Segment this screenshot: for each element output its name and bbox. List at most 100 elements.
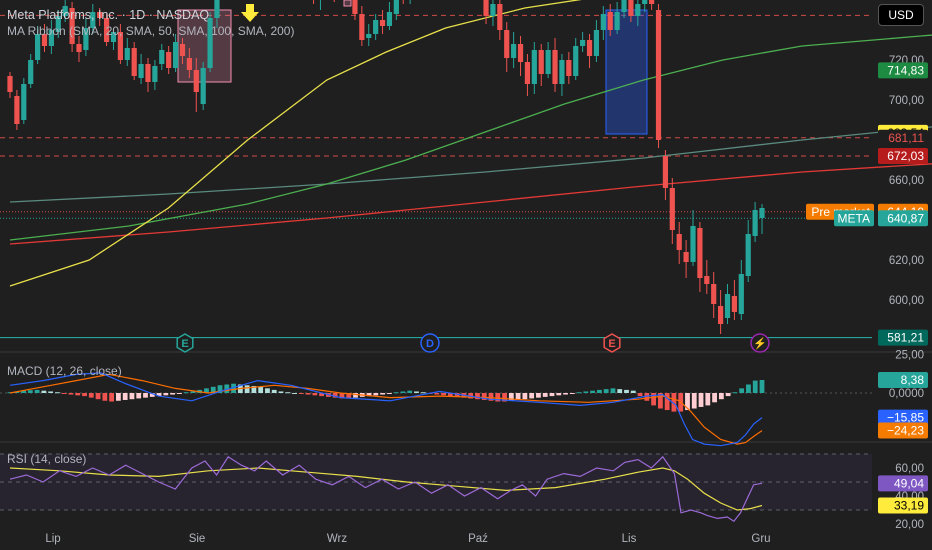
candle-body <box>676 234 682 250</box>
macd-histogram-bar <box>75 393 81 396</box>
candle-body <box>138 64 144 78</box>
macd-histogram-bar <box>265 388 270 393</box>
price-label-bg <box>878 210 928 227</box>
candle-body <box>655 10 662 140</box>
macd-histogram-bar <box>420 392 426 394</box>
macd-histogram-bar <box>346 393 352 399</box>
highlight-box <box>605 9 648 135</box>
macd-histogram-bar <box>515 393 521 400</box>
macd-histogram-bar <box>61 393 67 394</box>
macd-histogram-bar <box>597 389 602 393</box>
macd-histogram-bar <box>183 392 189 394</box>
macd-histogram-bar <box>319 393 325 397</box>
candle-body <box>159 50 165 64</box>
macd-histogram-bar <box>95 393 101 400</box>
event-label: E <box>608 338 615 350</box>
candle-body <box>359 14 365 40</box>
candle-body <box>352 0 358 14</box>
price-label-bg <box>878 62 928 79</box>
macd-histogram-bar <box>502 393 507 402</box>
price-label: 672,03 <box>887 149 924 163</box>
candle-body <box>41 34 48 46</box>
candle-body <box>593 30 600 56</box>
macd-histogram-bar <box>671 393 677 412</box>
macd-histogram-bar <box>278 391 284 393</box>
candle-body <box>497 4 503 30</box>
candle-body <box>752 210 758 236</box>
event-marker <box>420 333 440 353</box>
candle-body <box>166 52 172 68</box>
macd-legend[interactable]: MACD (12, 26, close) <box>7 364 122 378</box>
sma20-line <box>9 0 582 287</box>
rsi-legend[interactable]: RSI (14, close) <box>7 452 87 466</box>
candle-body <box>34 34 41 60</box>
macd-histogram-bar <box>170 393 175 395</box>
macd-histogram-bar <box>68 393 74 395</box>
macd-histogram-bar <box>407 390 413 393</box>
candle-body <box>573 46 579 76</box>
candle-body <box>635 4 641 16</box>
candle-body <box>607 12 613 30</box>
candle-body <box>373 20 379 34</box>
arrow-down-icon <box>241 4 259 22</box>
macd-histogram-bar <box>712 393 717 403</box>
macd-histogram-bar <box>102 393 108 401</box>
macd-histogram-bar <box>481 393 487 400</box>
currency-button[interactable]: USD <box>878 4 924 26</box>
candle-body <box>628 0 634 16</box>
rsi-value-label: 33,19 <box>894 499 924 513</box>
macd-histogram-bar <box>298 393 304 394</box>
macd-histogram-bar <box>576 392 582 394</box>
rsi-value-label-bg <box>878 497 928 514</box>
macd-histogram-bar <box>563 393 568 395</box>
price-tick-label: 600,00 <box>889 295 924 307</box>
candle-body <box>580 40 586 46</box>
symbol-title[interactable]: Meta Platforms, Inc. · 1D · NASDAQ <box>7 8 210 22</box>
candle-body <box>697 228 703 278</box>
candle-body <box>124 48 130 60</box>
macd-value-label-bg <box>878 372 928 389</box>
candle-body <box>759 208 765 218</box>
macd-histogram-bar <box>27 390 33 393</box>
candle-body <box>117 32 123 60</box>
macd-histogram-bar <box>495 393 501 402</box>
macd-histogram-bar <box>285 392 291 394</box>
macd-histogram-bar <box>603 389 609 393</box>
macd-histogram-bar <box>82 393 87 397</box>
sma100-line <box>9 126 932 203</box>
event-label: ⚡ <box>753 337 767 350</box>
candle-body <box>724 294 731 318</box>
macd-histogram-bar <box>156 393 162 397</box>
macd-histogram-bar <box>542 393 548 397</box>
macd-histogram-bar <box>644 393 650 401</box>
macd-histogram-bar <box>739 388 745 393</box>
macd-histogram-bar <box>705 393 711 406</box>
macd-histogram-bar <box>373 393 379 396</box>
macd-histogram-bar <box>143 393 148 398</box>
candle-body <box>504 30 510 58</box>
candle-body <box>511 44 517 58</box>
candle-body <box>483 0 489 16</box>
macd-histogram-bar <box>617 389 623 393</box>
side-tag-bg <box>834 210 874 227</box>
macd-histogram-bar <box>190 391 196 393</box>
event-marker <box>603 333 621 353</box>
ma-ribbon-legend[interactable]: MA Ribbon (SMA, 20, SMA, 50, SMA, 100, S… <box>7 24 295 38</box>
candle-body <box>200 68 206 104</box>
macd-histogram-bar <box>244 385 250 393</box>
candle-body <box>62 6 68 16</box>
candle-body <box>621 0 627 12</box>
candle-body <box>186 58 192 70</box>
candle-body <box>76 44 82 52</box>
candle-body <box>152 66 158 82</box>
rsi-tick-label: 20,00 <box>895 519 924 531</box>
candle-body <box>393 0 399 14</box>
side-tag: META <box>838 211 870 225</box>
highlight-box <box>343 0 352 7</box>
time-tick-label: Wrz <box>327 533 347 545</box>
macd-histogram-bar <box>664 393 670 411</box>
time-tick-label: Gru <box>751 533 770 545</box>
candle-body <box>103 18 110 42</box>
macd-histogram-bar <box>549 393 555 397</box>
